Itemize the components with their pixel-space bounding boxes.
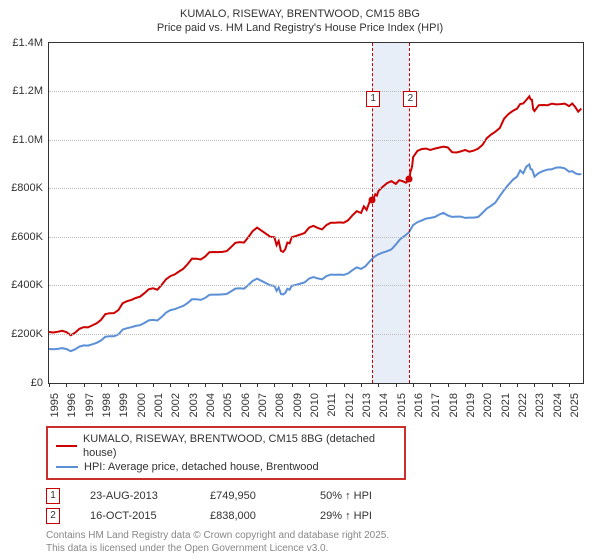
legend-swatch-1 — [56, 445, 77, 447]
sale-marker-2: 2 — [46, 508, 60, 524]
legend-label-1: KUMALO, RISEWAY, BRENTWOOD, CM15 8BG (de… — [83, 432, 396, 461]
series-line — [49, 96, 581, 335]
sale-date-2: 16-OCT-2015 — [90, 510, 180, 522]
sales-table: 1 23-AUG-2013 £749,950 50% ↑ HPI 2 16-OC… — [46, 488, 590, 524]
y-tick-label: £200K — [7, 328, 43, 340]
sale-delta-1: 50% ↑ HPI — [320, 490, 372, 502]
sale-point — [406, 175, 413, 182]
legend-swatch-2 — [56, 466, 78, 468]
legend-box: KUMALO, RISEWAY, BRENTWOOD, CM15 8BG (de… — [46, 426, 406, 481]
legend-row-2: HPI: Average price, detached house, Bren… — [56, 460, 396, 474]
chart-lines — [49, 43, 583, 383]
chart-marker: 2 — [403, 91, 417, 107]
sale-price-2: £838,000 — [210, 510, 290, 522]
legend-row-1: KUMALO, RISEWAY, BRENTWOOD, CM15 8BG (de… — [56, 432, 396, 461]
sale-price-1: £749,950 — [210, 490, 290, 502]
y-tick-label: £400K — [7, 279, 43, 291]
sale-date-1: 23-AUG-2013 — [90, 490, 180, 502]
sale-row-2: 2 16-OCT-2015 £838,000 29% ↑ HPI — [46, 508, 590, 524]
y-tick-label: £1.2M — [7, 85, 43, 97]
y-tick-label: £0 — [7, 377, 43, 389]
y-tick-label: £600K — [7, 231, 43, 243]
y-tick-label: £800K — [7, 182, 43, 194]
footer: Contains HM Land Registry data © Crown c… — [46, 530, 590, 555]
title-line-1: KUMALO, RISEWAY, BRENTWOOD, CM15 8BG — [10, 8, 590, 22]
price-chart: £0£200K£400K£600K£800K£1.0M£1.2M£1.4M199… — [48, 42, 584, 384]
y-tick-label: £1.0M — [7, 134, 43, 146]
legend-label-2: HPI: Average price, detached house, Bren… — [84, 460, 319, 474]
chart-marker: 1 — [366, 91, 380, 107]
sale-point — [369, 197, 376, 204]
footer-line-1: Contains HM Land Registry data © Crown c… — [46, 530, 590, 543]
series-line — [49, 164, 581, 351]
sale-delta-2: 29% ↑ HPI — [320, 510, 372, 522]
chart-title: KUMALO, RISEWAY, BRENTWOOD, CM15 8BG Pri… — [10, 8, 590, 36]
title-line-2: Price paid vs. HM Land Registry's House … — [10, 22, 590, 36]
footer-line-2: This data is licensed under the Open Gov… — [46, 543, 590, 556]
sale-marker-1: 1 — [46, 488, 60, 504]
y-tick-label: £1.4M — [7, 37, 43, 49]
sale-row-1: 1 23-AUG-2013 £749,950 50% ↑ HPI — [46, 488, 590, 504]
